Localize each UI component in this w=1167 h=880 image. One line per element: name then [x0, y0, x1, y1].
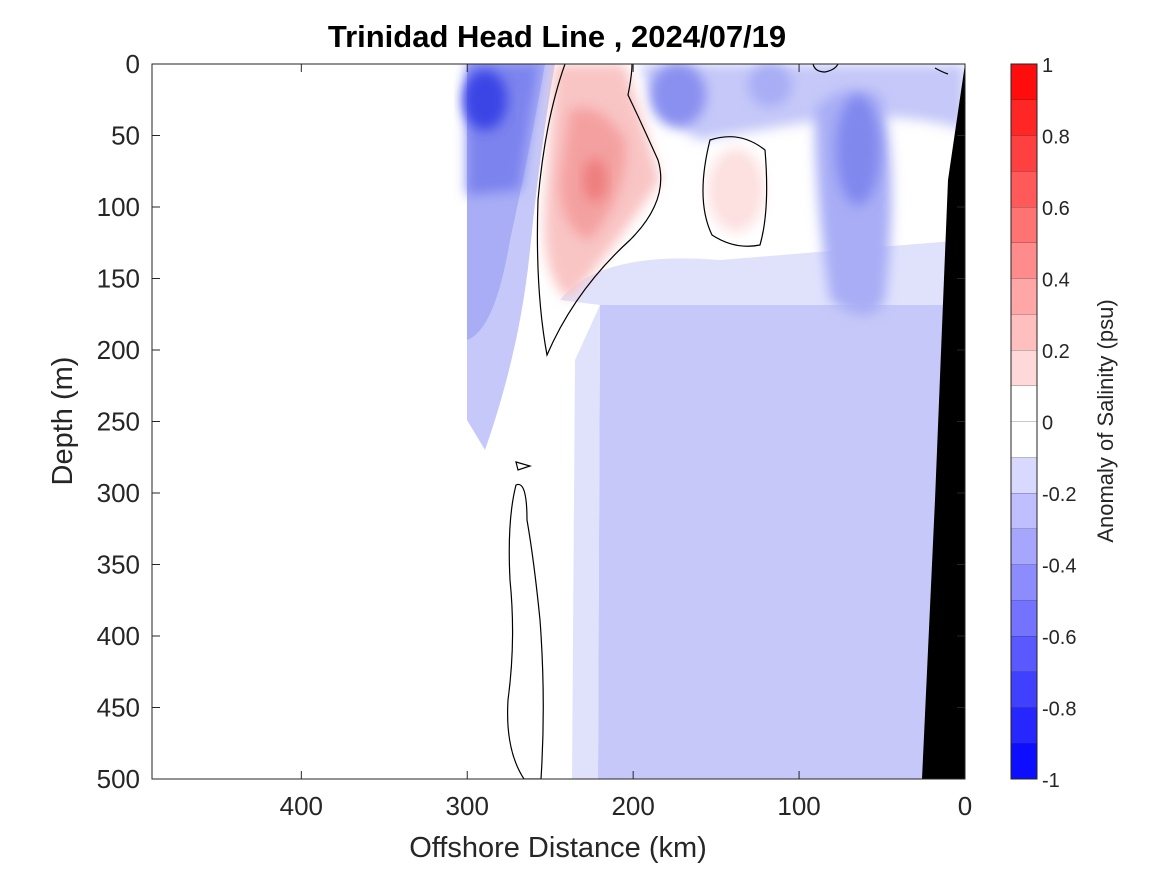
bathymetry	[922, 64, 965, 779]
y-tick-label: 400	[97, 621, 140, 651]
contour-deep-column	[507, 483, 544, 779]
x-axis-label: Offshore Distance (km)	[409, 832, 707, 864]
y-tick-label: 200	[97, 335, 140, 365]
chart-title: Trinidad Head Line , 2024/07/19	[328, 19, 786, 54]
deep-background-region	[598, 305, 965, 779]
colorbar-tick-label: -0.2	[1042, 484, 1076, 506]
contour-surface-patch	[812, 64, 839, 73]
colorbar-tick-label: 0	[1042, 413, 1053, 435]
x-tick-label: 100	[777, 791, 820, 821]
contour-small-patch	[515, 461, 533, 471]
colorbar-segment	[1011, 636, 1037, 672]
colorbar-tick-label: 1	[1042, 55, 1053, 77]
salty-tongue-core	[583, 158, 607, 202]
nearshore-fresh-core	[836, 95, 880, 205]
y-tick-label: 500	[97, 764, 140, 794]
colorbar-segment	[1011, 350, 1037, 386]
y-tick-label: 150	[97, 264, 140, 294]
colorbar-segment	[1011, 600, 1037, 636]
y-tick-label: 250	[97, 407, 140, 437]
colorbar-segment	[1011, 493, 1037, 529]
colorbar-segment	[1011, 385, 1037, 422]
colorbar-segment	[1011, 421, 1037, 458]
y-tick-label: 100	[97, 192, 140, 222]
nearshore-light-band	[572, 305, 600, 779]
contour-nearshore-surface	[934, 67, 949, 75]
colorbar-tick-label: 0.4	[1042, 270, 1070, 292]
colorbar	[1010, 63, 1038, 780]
y-tick-label: 350	[97, 550, 140, 580]
zero-contours	[507, 64, 949, 779]
colorbar-tick-label: -0.6	[1042, 627, 1076, 649]
x-axis-ticks: 400 300 200 100 0	[280, 64, 972, 821]
contour-salty-tongue	[536, 64, 662, 358]
colorbar-frame	[1010, 63, 1038, 780]
contour-salty-eddy	[702, 136, 768, 247]
x-tick-label: 400	[280, 791, 323, 821]
y-tick-label: 450	[97, 693, 140, 723]
colorbar-segment	[1011, 528, 1037, 565]
surface-fresh-core-120km	[748, 64, 792, 107]
colorbar-tick-label: 0.8	[1042, 127, 1070, 149]
salinity-field	[463, 64, 965, 779]
colorbar-label: Anomaly of Salinity (psu)	[1093, 299, 1118, 542]
colorbar-tick-label: -1	[1042, 770, 1060, 792]
salty-eddy-region	[708, 148, 764, 232]
colorbar-segment	[1011, 171, 1037, 207]
colorbar-segment	[1011, 64, 1037, 100]
colorbar-segment	[1011, 671, 1037, 708]
x-tick-label: 0	[958, 791, 972, 821]
surface-fresh-band	[640, 64, 965, 140]
colorbar-tick-label: 0.6	[1042, 198, 1070, 220]
colorbar-segment	[1011, 242, 1037, 279]
colorbar-segment	[1011, 278, 1037, 315]
y-tick-label: 0	[126, 49, 140, 79]
y-axis-ticks: 0 50 100 150 200 250 300 350 400 450 500	[97, 49, 965, 794]
colorbar-segment	[1011, 207, 1037, 243]
colorbar-segment	[1011, 564, 1037, 601]
colorbar-tick-label: 0.2	[1042, 341, 1070, 363]
y-axis-label: Depth (m)	[47, 357, 79, 486]
colorbar-segment	[1011, 99, 1037, 136]
colorbar-tick-label: -0.8	[1042, 699, 1076, 721]
y-tick-label: 50	[111, 121, 140, 151]
colorbar-segment	[1011, 135, 1037, 172]
colorbar-ticks: 1 0.8 0.6 0.4 0.2 0 -0.2 -0.4 -0.6 -0.8 -1	[1042, 55, 1076, 792]
colorbar-segment	[1011, 314, 1037, 350]
y-tick-label: 300	[97, 478, 140, 508]
colorbar-segment	[1011, 707, 1037, 744]
x-tick-label: 200	[611, 791, 654, 821]
colorbar-segment	[1011, 743, 1037, 779]
surface-fresh-core-170km	[650, 64, 706, 127]
colorbar-segment	[1011, 457, 1037, 493]
offshore-fresh-core	[463, 70, 507, 130]
colorbar-tick-label: -0.4	[1042, 556, 1076, 578]
x-tick-label: 300	[446, 791, 489, 821]
